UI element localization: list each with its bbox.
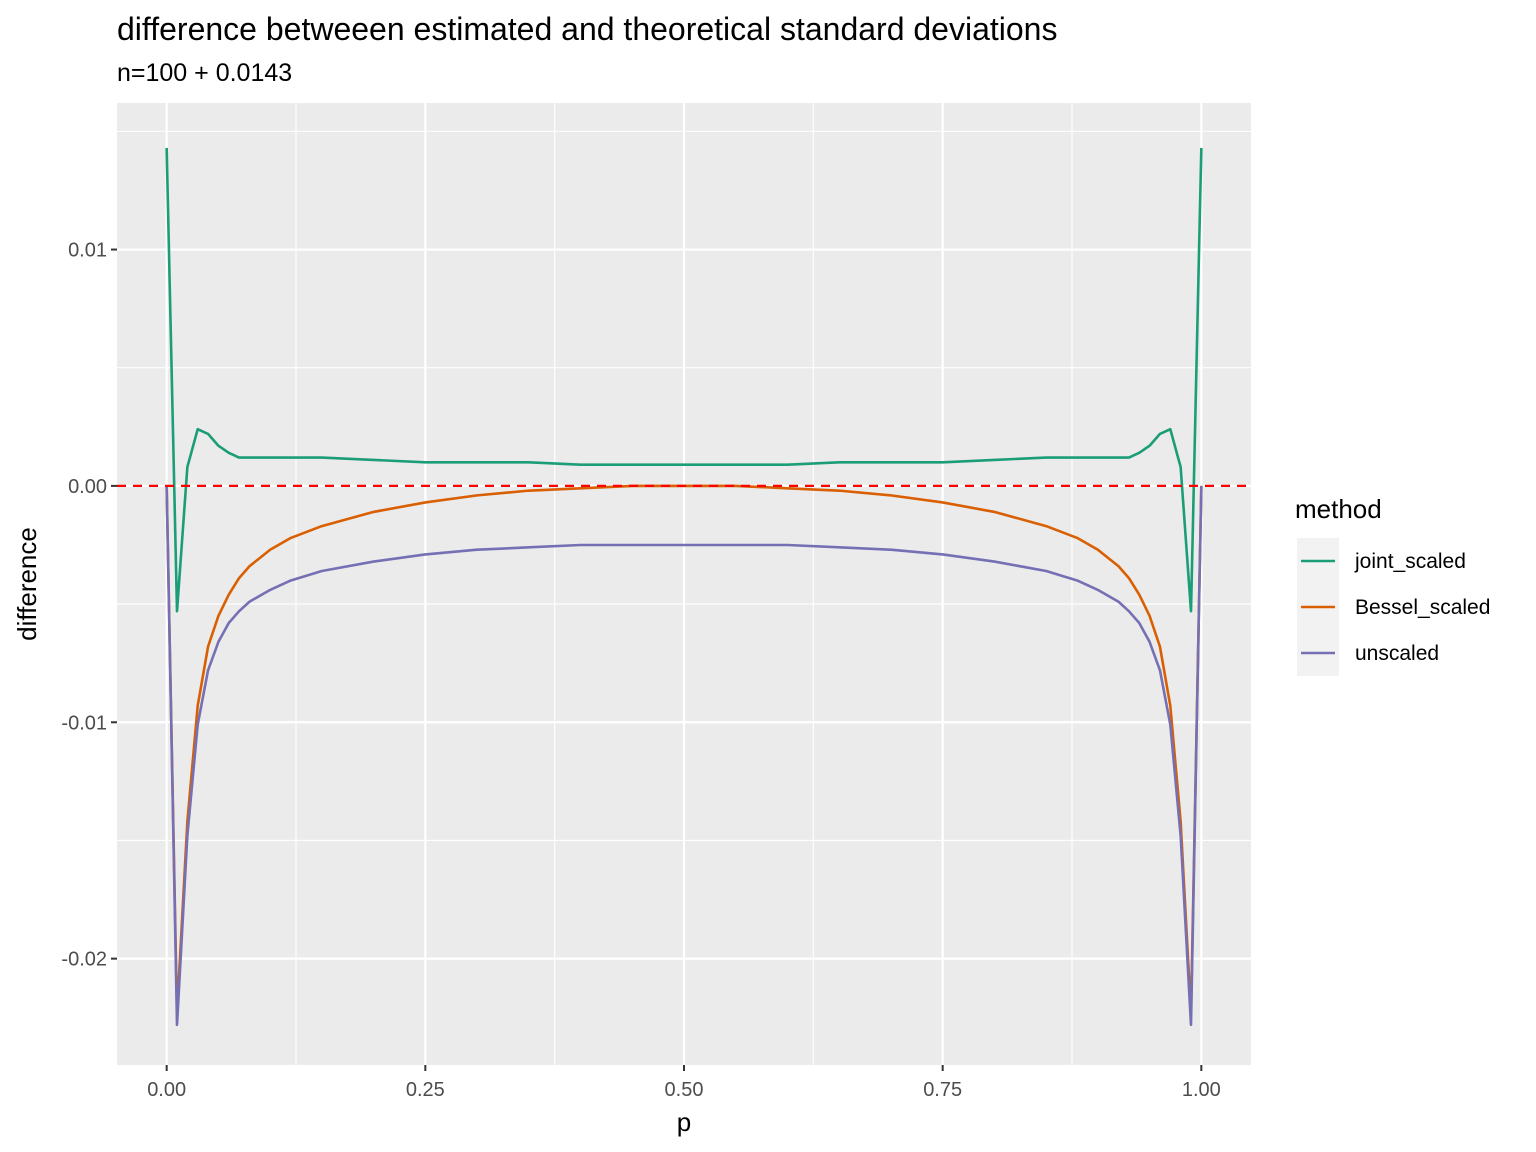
y-tick-label: 0.01 (68, 240, 107, 262)
y-tick-label: -0.01 (61, 712, 107, 734)
legend-label-unscaled: unscaled (1355, 642, 1439, 665)
x-tick-label: 1.00 (1182, 1079, 1221, 1101)
legend: method joint_scaled Bessel_scaled unscaled (1295, 494, 1490, 676)
y-axis-title: difference (12, 527, 42, 641)
chart-subtitle: n=100 + 0.0143 (117, 59, 292, 87)
x-axis-title: p (677, 1107, 691, 1137)
legend-label-Bessel_scaled: Bessel_scaled (1355, 596, 1490, 619)
series-line-joint_scaled (165, 147, 1203, 613)
legend-title: method (1295, 494, 1382, 524)
grid-major (117, 103, 1251, 1065)
x-tick-label: 0.50 (665, 1079, 704, 1101)
axis-ticks: 0.00 0.25 0.50 0.75 1.00 -0.02 -0.01 0.00 0.01 (61, 240, 1220, 1101)
y-tick-label: 0.00 (68, 476, 107, 498)
chart-title: difference betweeen estimated and theore… (117, 11, 1057, 47)
x-tick-label: 0.00 (147, 1079, 186, 1101)
y-tick-label: -0.02 (61, 949, 107, 971)
x-tick-label: 0.25 (406, 1079, 445, 1101)
x-tick-label: 0.75 (923, 1079, 962, 1101)
series-line-unscaled (165, 485, 1203, 1027)
legend-label-joint_scaled: joint_scaled (1354, 550, 1466, 573)
